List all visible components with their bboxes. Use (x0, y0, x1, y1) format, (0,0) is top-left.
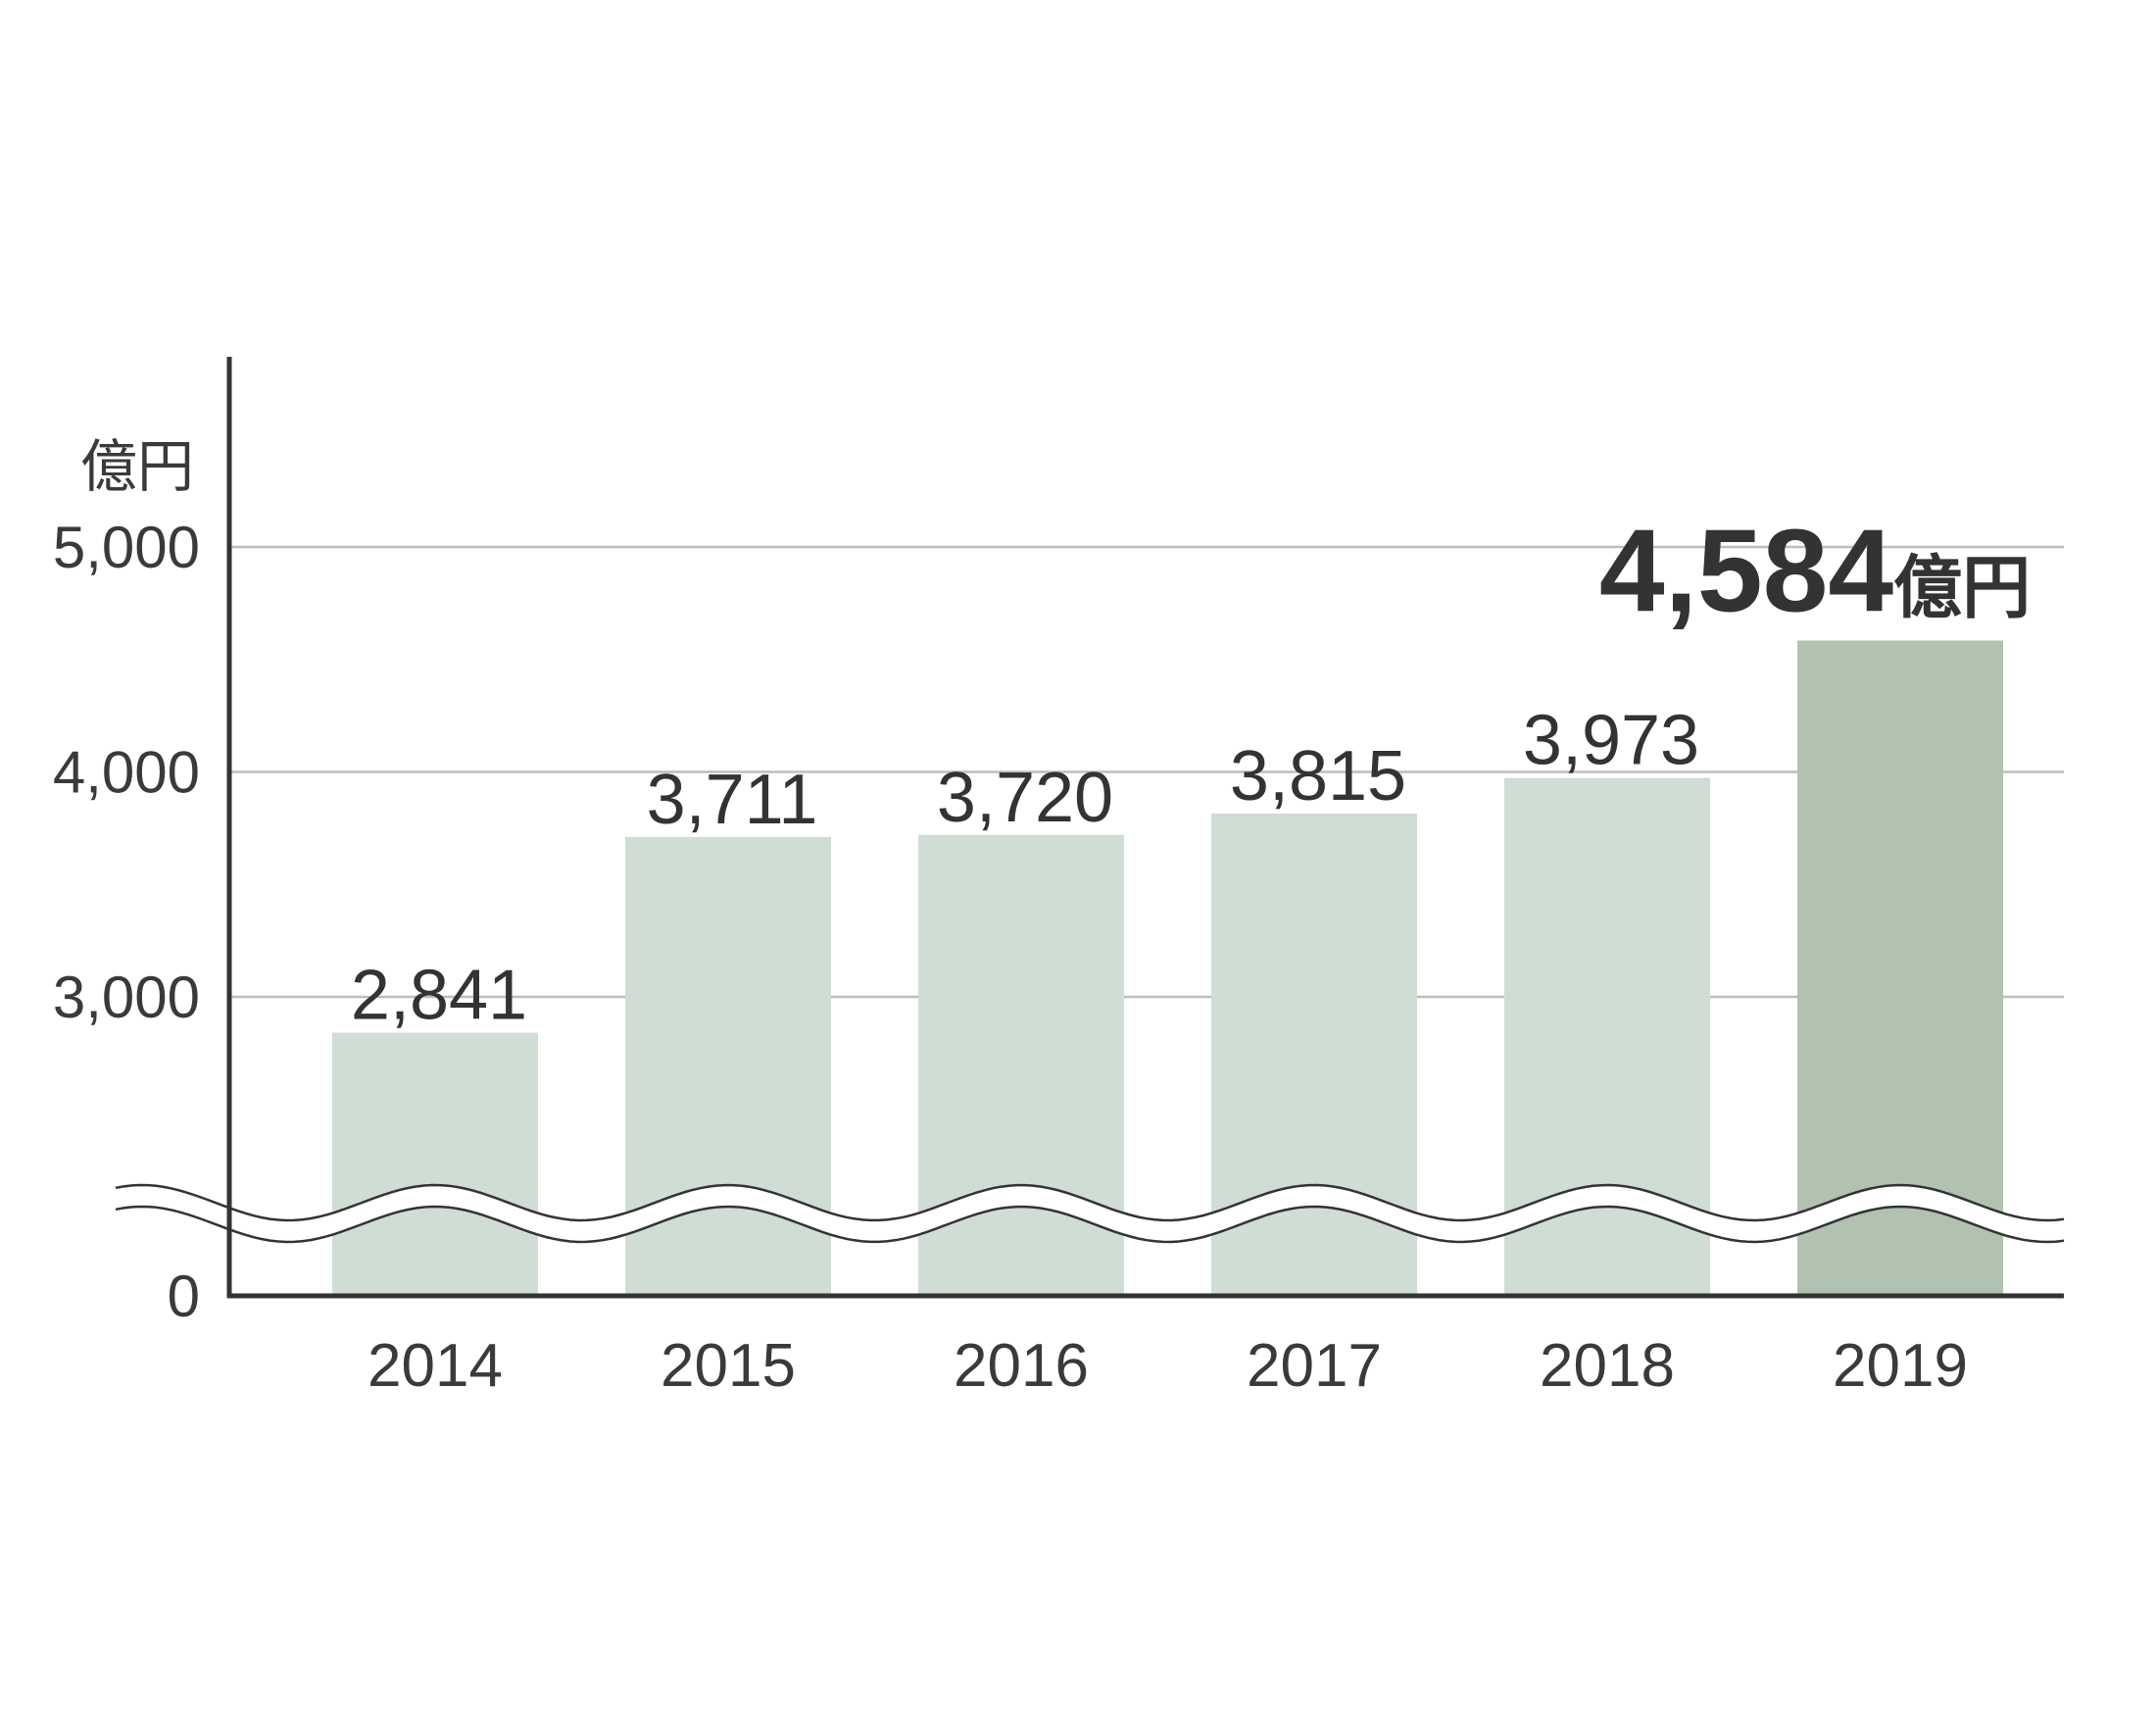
axis-break (115, 1183, 2065, 1244)
break-line-upper (115, 1183, 2065, 1222)
bar-2015 (625, 836, 831, 1296)
y-tick-label: 3,000 (53, 965, 200, 1030)
x-tick-label: 2019 (1833, 1332, 1968, 1400)
x-tick-label: 2015 (661, 1332, 796, 1400)
y-axis-unit-label: 億円 (80, 433, 194, 500)
x-tick-labels: 2014 2015 2016 2017 2018 2019 (368, 1332, 1968, 1400)
x-tick-label: 2016 (954, 1332, 1089, 1400)
y-tick-label: 4,000 (53, 740, 200, 806)
value-label: 3,711 (647, 761, 818, 839)
bars (332, 640, 2003, 1296)
gridlines (229, 545, 2064, 999)
bar-2016 (918, 834, 1124, 1296)
value-label: 3,815 (1230, 737, 1406, 816)
y-tick-label: 5,000 (53, 515, 200, 580)
value-label-unit: 億円 (1893, 547, 2031, 627)
axes (226, 357, 2064, 1299)
y-tick-labels: 0 3,000 4,000 5,000 (53, 515, 200, 1329)
x-tick-label: 2017 (1247, 1332, 1382, 1400)
value-label-highlight: 4,584億円 (1599, 505, 2031, 636)
value-label: 2,841 (351, 956, 527, 1034)
value-label: 3,720 (937, 759, 1113, 837)
x-tick-label: 2014 (368, 1332, 503, 1400)
value-label: 3,973 (1523, 702, 1699, 780)
bar-2014 (332, 1032, 538, 1296)
x-tick-label: 2018 (1540, 1332, 1675, 1400)
value-labels: 2,841 3,711 3,720 3,815 3,973 4,584億円 (351, 505, 2031, 1034)
y-tick-label: 0 (168, 1263, 200, 1329)
break-band (116, 1185, 2064, 1242)
break-line-lower (115, 1205, 2065, 1244)
